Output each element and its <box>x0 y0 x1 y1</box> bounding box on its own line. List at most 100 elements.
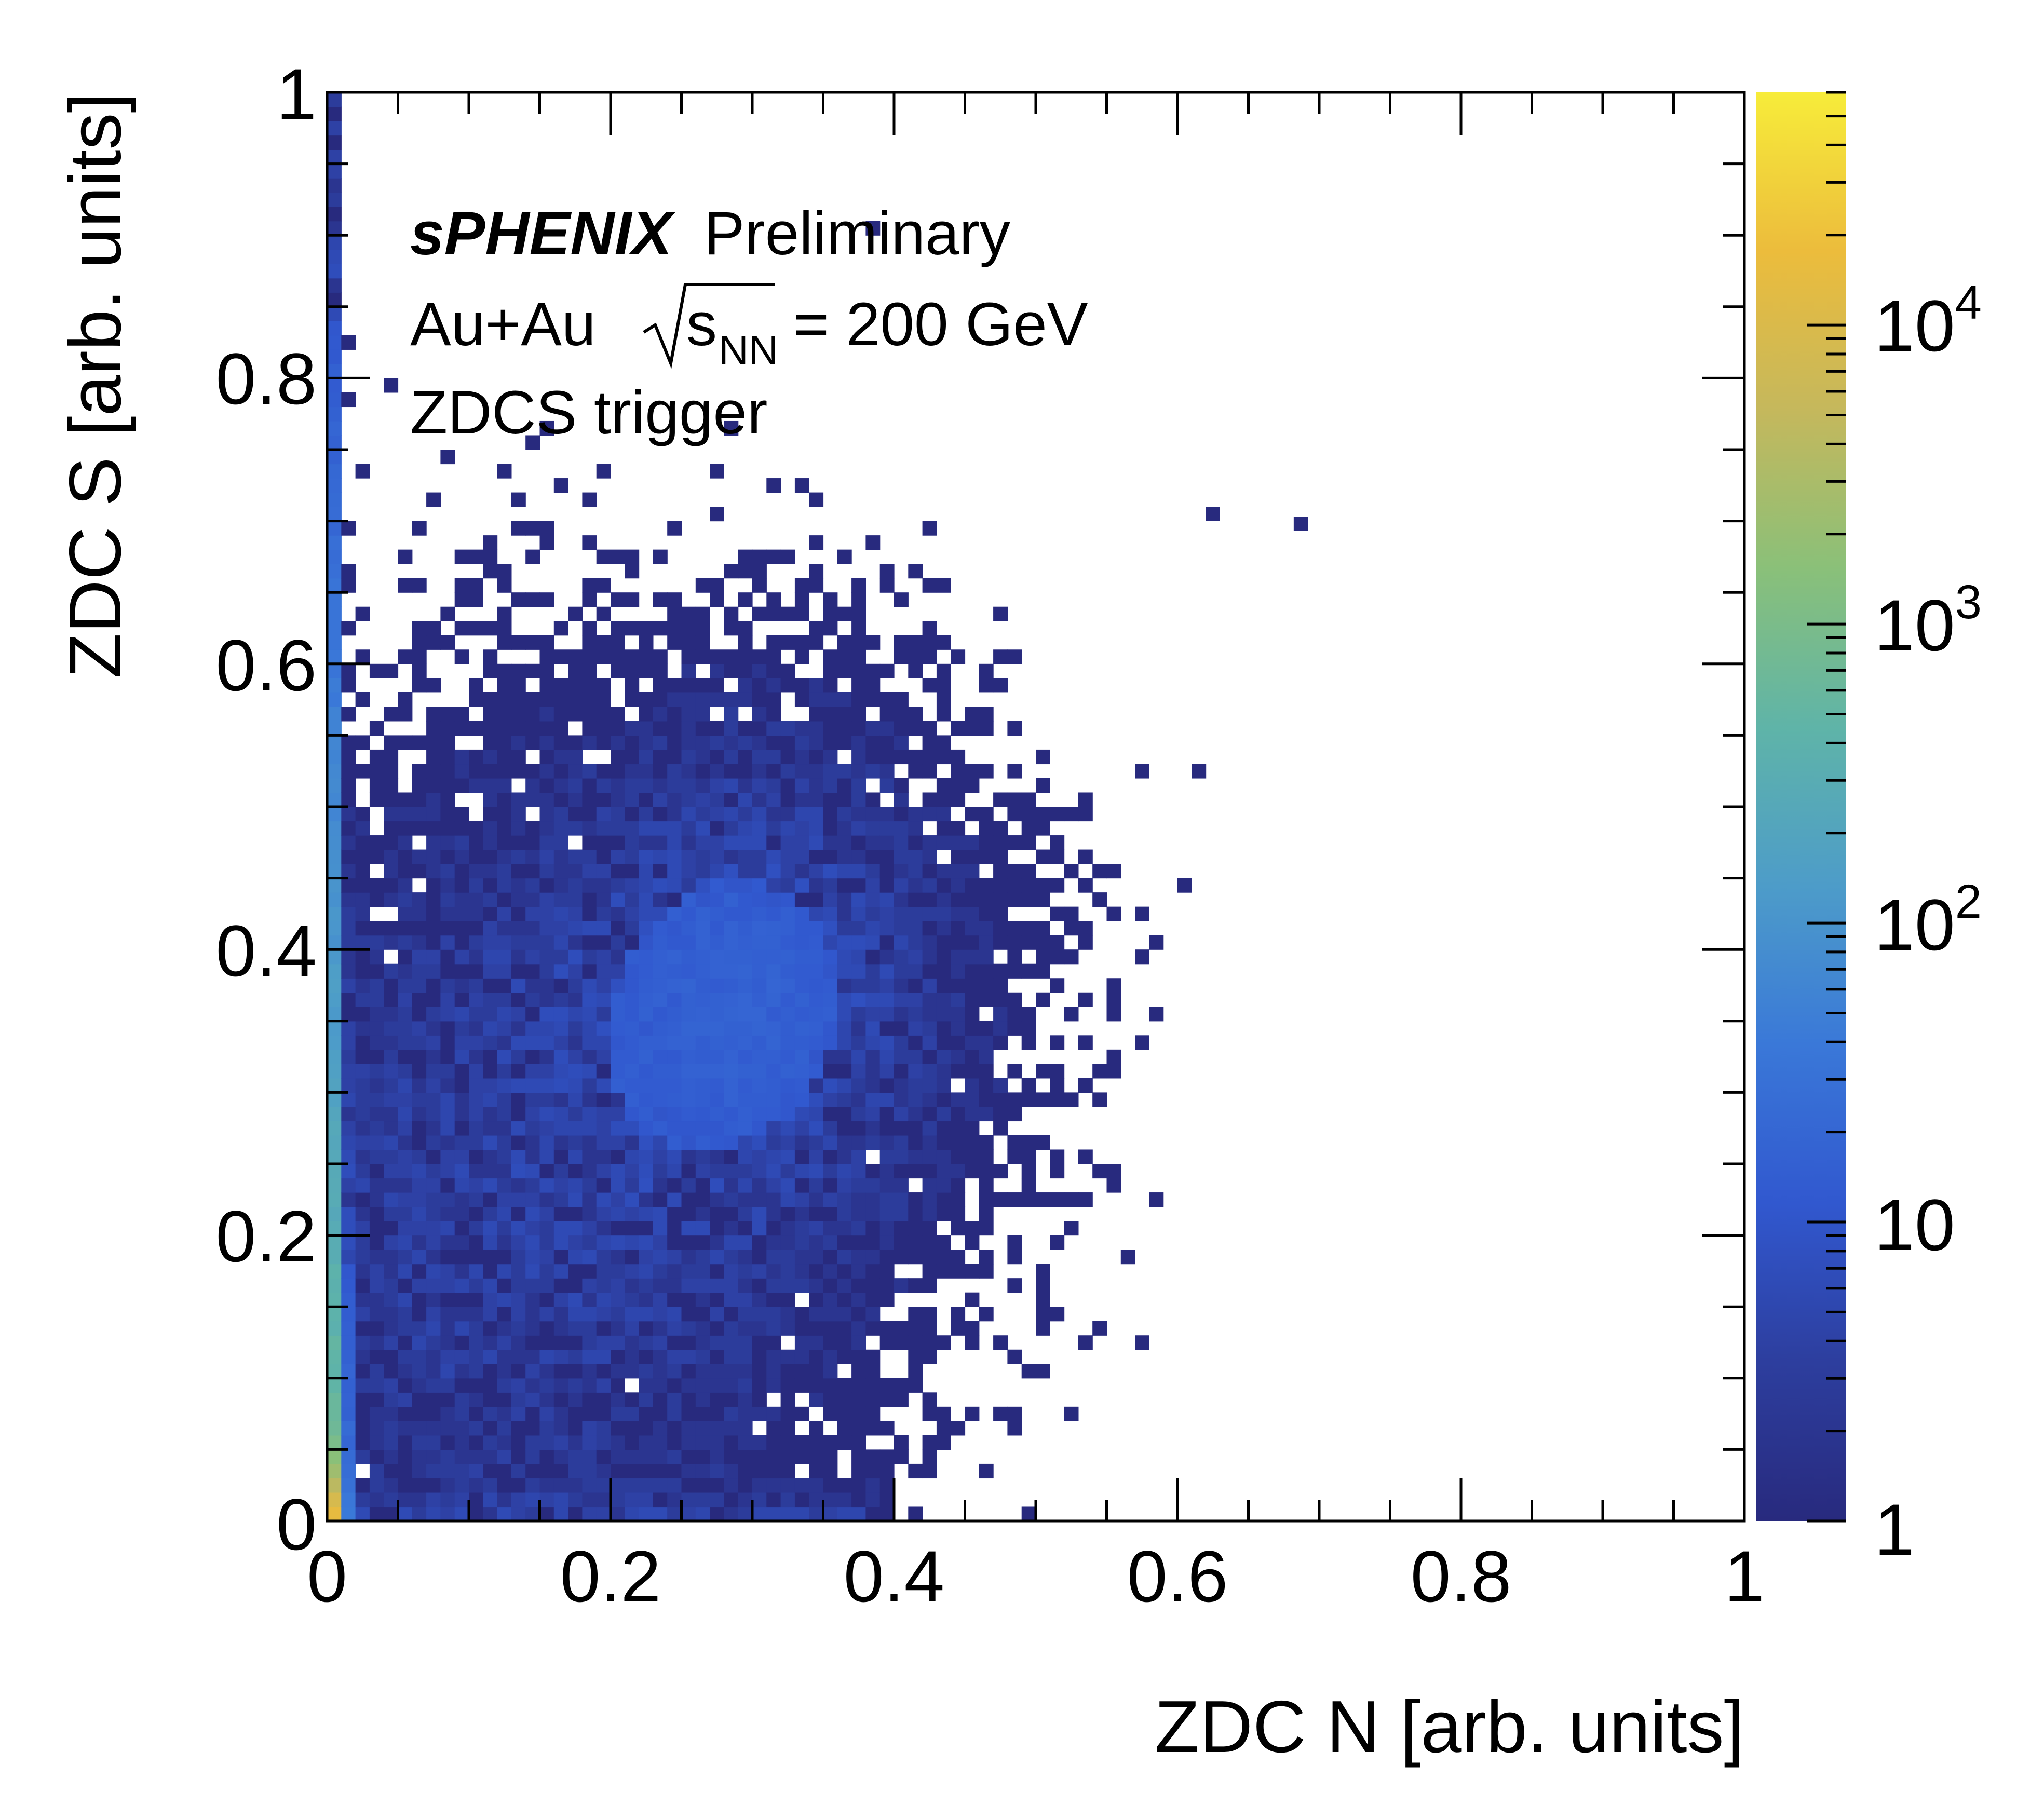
annotation-experiment-line: sPHENIX Preliminary <box>410 199 1010 268</box>
heatmap-cell <box>794 1492 809 1508</box>
heatmap-cell <box>837 906 852 921</box>
heatmap-cell <box>794 778 809 793</box>
heatmap-cell <box>525 1307 540 1322</box>
heatmap-cell <box>639 721 654 736</box>
heatmap-cell <box>752 906 767 921</box>
heatmap-cell <box>710 949 724 965</box>
heatmap-cell <box>553 935 568 950</box>
heatmap-cell <box>639 1192 654 1207</box>
heatmap-cell <box>710 1321 724 1336</box>
heatmap-cell <box>539 1463 554 1479</box>
heatmap-cell <box>667 807 682 822</box>
heatmap-cell <box>1036 1064 1050 1079</box>
heatmap-cell <box>327 321 342 336</box>
heatmap-cell <box>596 1307 611 1322</box>
heatmap-cell <box>653 1064 668 1079</box>
heatmap-cell <box>625 1463 640 1479</box>
heatmap-cell <box>539 1121 554 1136</box>
heatmap-cell <box>724 835 739 850</box>
heatmap-cell <box>483 792 498 807</box>
heatmap-cell <box>539 1149 554 1164</box>
heatmap-cell <box>355 1506 370 1522</box>
heatmap-cell <box>922 1164 937 1179</box>
heatmap-cell <box>936 906 951 921</box>
heatmap-cell <box>851 735 866 750</box>
heatmap-cell <box>780 1092 795 1107</box>
heatmap-cell <box>483 663 498 678</box>
heatmap-cell <box>766 906 781 921</box>
heatmap-cell <box>454 1392 469 1407</box>
heatmap-cell <box>384 1135 399 1150</box>
heatmap-cell <box>752 564 767 579</box>
heatmap-cell <box>327 1307 342 1322</box>
heatmap-cell <box>1135 906 1149 921</box>
heatmap-cell <box>780 735 795 750</box>
heatmap-cell <box>483 835 498 850</box>
colorbar-label-10: 10 <box>1874 1184 1955 1266</box>
heatmap-cell <box>511 949 526 965</box>
heatmap-cell <box>710 721 724 736</box>
heatmap-cell <box>965 1049 980 1064</box>
heatmap-cell <box>454 935 469 950</box>
heatmap-cell <box>412 1421 427 1436</box>
heatmap-cell <box>951 1007 966 1022</box>
heatmap-cell <box>553 978 568 993</box>
heatmap-cell <box>454 1506 469 1522</box>
heatmap-cell <box>965 892 980 907</box>
heatmap-cell <box>809 1392 824 1407</box>
heatmap-cell <box>710 1064 724 1079</box>
heatmap-cell <box>596 549 611 564</box>
heatmap-cell <box>511 749 526 765</box>
heatmap-cell <box>851 1335 866 1350</box>
heatmap-cell <box>809 678 824 693</box>
heatmap-cell <box>384 735 399 750</box>
heatmap-cell <box>695 1449 710 1464</box>
heatmap-cell <box>582 1335 597 1350</box>
heatmap-cell <box>780 764 795 779</box>
heatmap-cell <box>525 635 540 650</box>
heatmap-cell <box>681 1378 696 1393</box>
heatmap-cell <box>922 1250 937 1265</box>
heatmap-cell <box>355 1192 370 1207</box>
heatmap-cell <box>695 1192 710 1207</box>
heatmap-cell <box>341 764 356 779</box>
heatmap-cell <box>327 1078 342 1093</box>
heatmap-cell <box>724 1206 739 1221</box>
heatmap-cell <box>1036 949 1050 965</box>
heatmap-cell <box>469 835 483 850</box>
heatmap-cell <box>936 1078 951 1093</box>
heatmap-cell <box>780 1192 795 1207</box>
heatmap-cell <box>454 921 469 936</box>
heatmap-cell <box>398 1335 413 1350</box>
heatmap-cell <box>426 1392 441 1407</box>
heatmap-cell <box>341 963 356 979</box>
heatmap-cell <box>426 878 441 893</box>
heatmap-cell <box>794 606 809 621</box>
heatmap-cell <box>625 963 640 979</box>
heatmap-cell <box>341 1078 356 1093</box>
heatmap-cell <box>327 764 342 779</box>
heatmap-cell <box>695 878 710 893</box>
heatmap-cell <box>639 935 654 950</box>
heatmap-cell <box>525 1392 540 1407</box>
heatmap-cell <box>794 592 809 607</box>
heatmap-cell <box>611 1178 625 1193</box>
heatmap-cell <box>568 778 583 793</box>
heatmap-cell <box>327 663 342 678</box>
heatmap-cell <box>553 1164 568 1179</box>
heatmap-cell <box>1050 1035 1065 1050</box>
heatmap-cell <box>667 1364 682 1379</box>
heatmap-cell <box>525 1250 540 1265</box>
heatmap-cell <box>752 1349 767 1364</box>
heatmap-cell <box>681 749 696 765</box>
heatmap-cell <box>454 1321 469 1336</box>
heatmap-cell <box>979 1221 994 1236</box>
heatmap-cell <box>454 1092 469 1107</box>
annotation-sqrt-subscript: NN <box>719 327 779 373</box>
heatmap-cell <box>369 1250 384 1265</box>
heatmap-cell <box>851 1321 866 1336</box>
heatmap-cell <box>625 1164 640 1179</box>
heatmap-cell <box>724 1292 739 1307</box>
heatmap-cell <box>625 1192 640 1207</box>
heatmap-cell <box>440 906 455 921</box>
